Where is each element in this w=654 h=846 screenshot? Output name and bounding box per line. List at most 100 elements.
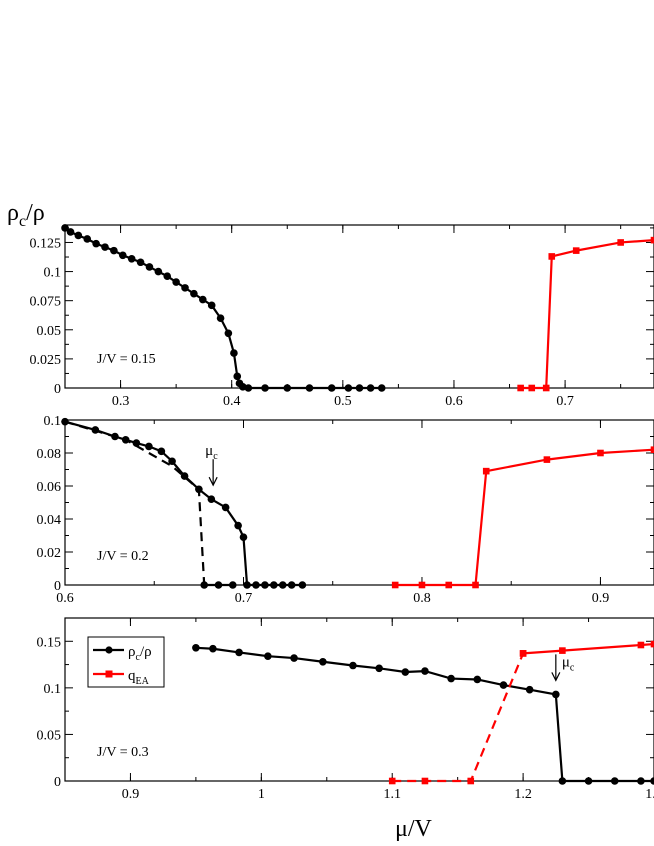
panel-frame <box>64 617 654 782</box>
data-point-circle <box>401 668 410 676</box>
data-point-square <box>391 581 399 589</box>
data-point-circle <box>234 521 242 530</box>
x-tick-label: 0.6 <box>445 394 463 409</box>
y-tick-label: 0.04 <box>37 513 62 528</box>
data-point-circle <box>287 581 296 589</box>
data-point-circle <box>163 272 172 281</box>
data-point-square <box>548 253 556 260</box>
data-point-circle <box>447 674 455 683</box>
y-axis-label: ρc/ρ <box>7 200 45 230</box>
y-tick-label: 0 <box>54 382 61 397</box>
data-point-square <box>418 581 426 589</box>
data-point-circle <box>637 777 645 785</box>
mu-c-label-main: μ <box>205 443 213 459</box>
x-tick-label: 1.1 <box>383 787 401 802</box>
legend: ρc/ρ qEA <box>87 636 165 688</box>
data-point-circle <box>552 690 560 699</box>
data-point-circle <box>283 384 292 392</box>
data-point-square <box>559 647 566 654</box>
data-point-circle <box>207 301 216 310</box>
series-line <box>64 420 206 586</box>
data-point-circle <box>228 581 237 589</box>
data-point-circle <box>558 777 567 785</box>
data-point-square <box>519 650 527 657</box>
data-point-circle <box>233 372 242 381</box>
data-point-circle <box>207 495 216 504</box>
legend-label-rho: ρc/ρ <box>128 644 152 663</box>
panel-middle: 0.6 0.7 0.8 0.9 0 0.02 0.04 0.06 0.08 0.1 J/V = 0.… <box>37 414 654 606</box>
data-point-circle <box>145 263 154 271</box>
data-point-circle <box>101 243 109 251</box>
data-point-circle <box>377 384 386 392</box>
data-point-circle <box>290 654 298 662</box>
data-point-square <box>572 247 580 254</box>
y-tick-label: 0.1 <box>44 682 62 697</box>
data-point-circle <box>610 777 619 785</box>
x-tick-label: 1 <box>258 787 265 802</box>
data-point-circle <box>349 661 357 670</box>
panel-annotation: J/V = 0.15 <box>97 352 156 367</box>
data-point-square <box>467 777 475 785</box>
data-point-circle <box>270 581 278 589</box>
series-line <box>195 646 654 783</box>
data-point-circle <box>239 533 248 541</box>
y-tick-label: 0.025 <box>30 353 62 368</box>
mu-c-arrow-head <box>208 476 218 487</box>
data-point-circle <box>499 681 508 689</box>
data-point-circle <box>172 278 180 286</box>
data-point-circle <box>261 581 269 589</box>
data-point-circle <box>127 254 136 263</box>
data-point-circle <box>421 667 429 675</box>
data-point-circle <box>305 384 314 392</box>
panel-annotation: J/V = 0.3 <box>97 745 149 760</box>
data-point-square <box>650 236 654 244</box>
data-point-circle <box>61 224 69 232</box>
data-point-circle <box>344 384 353 392</box>
y-tick-label: 0.1 <box>44 414 62 429</box>
data-point-circle <box>192 644 200 652</box>
data-point-circle <box>154 267 163 276</box>
data-point-circle <box>278 581 287 589</box>
x-tick-label: 0.4 <box>223 394 241 409</box>
data-point-square <box>650 446 654 453</box>
data-point-square <box>543 456 551 463</box>
data-point-circle <box>83 235 92 243</box>
mu-c-label-sub: c <box>213 451 218 462</box>
data-point-circle <box>214 581 223 589</box>
data-point-circle <box>298 581 307 589</box>
data-point-circle <box>200 581 209 589</box>
x-tick-label: 0.9 <box>592 591 610 606</box>
y-tick-label: 0.06 <box>37 480 62 495</box>
data-point-circle <box>366 384 375 392</box>
data-point-circle <box>136 258 145 267</box>
y-tick-label: 0.15 <box>37 635 62 650</box>
x-axis-label: μ/V <box>395 816 433 842</box>
legend-marker-rho <box>105 646 113 654</box>
x-tick-label: 1.2 <box>514 787 532 802</box>
data-point-circle <box>66 228 75 236</box>
data-point-square <box>388 777 396 785</box>
data-point-square <box>542 384 550 392</box>
data-point-circle <box>473 675 482 684</box>
legend-marker-qea <box>105 670 113 678</box>
legend-label-qea: qEA <box>128 668 150 687</box>
x-tick-label: 1.3 <box>645 787 654 802</box>
data-point-square <box>617 239 624 246</box>
panel-top: 0.3 0.4 0.5 0.6 0.7 0 0.025 0.05 0.075 0.1 0.125 J/… <box>30 224 654 409</box>
mu-c-arrow: μc <box>551 654 575 682</box>
panel-data <box>61 417 654 589</box>
data-point-circle <box>230 349 238 357</box>
data-point-circle <box>235 648 243 657</box>
series-line <box>520 239 654 390</box>
data-point-square <box>528 384 536 392</box>
data-point-square <box>421 777 429 785</box>
data-point-circle <box>650 777 654 785</box>
legend-box <box>87 636 165 688</box>
data-point-circle <box>375 664 383 673</box>
y-tick-label: 0.05 <box>37 324 62 339</box>
data-point-circle <box>525 685 534 694</box>
x-tick-label: 0.7 <box>556 394 574 409</box>
panels-group: 0.3 0.4 0.5 0.6 0.7 0 0.025 0.05 0.075 0.1 0.125 J/… <box>30 224 654 802</box>
data-point-circle <box>221 503 230 512</box>
